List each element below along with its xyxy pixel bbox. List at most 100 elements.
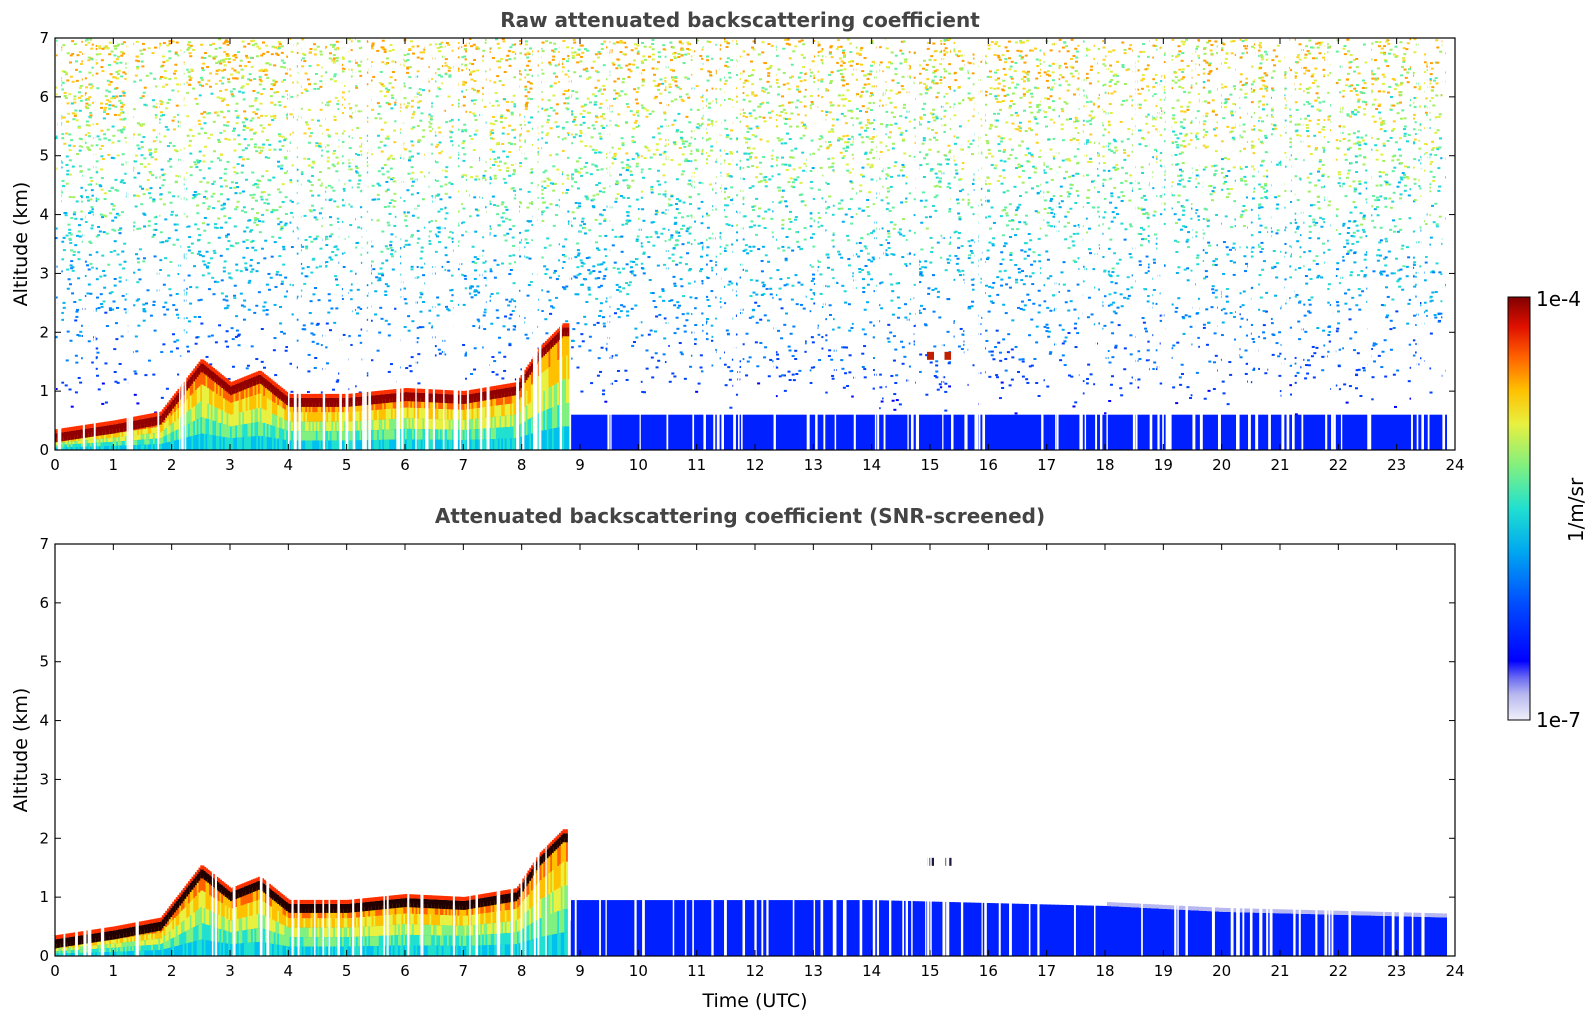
noise-speckle bbox=[1108, 85, 1112, 88]
noise-speckle bbox=[1019, 96, 1023, 99]
noise-speckle bbox=[503, 234, 507, 237]
noise-speckle bbox=[1045, 250, 1049, 253]
noise-speckle bbox=[174, 229, 178, 232]
noise-speckle bbox=[640, 267, 644, 270]
noise-speckle bbox=[913, 51, 917, 54]
noise-speckle bbox=[476, 69, 480, 72]
noise-speckle bbox=[755, 321, 759, 324]
backscatter-column bbox=[871, 414, 875, 450]
noise-speckle bbox=[235, 102, 239, 105]
noise-speckle bbox=[160, 168, 164, 171]
noise-speckle bbox=[1061, 110, 1065, 113]
noise-speckle bbox=[1326, 46, 1330, 49]
noise-speckle bbox=[61, 116, 65, 119]
noise-speckle bbox=[251, 171, 255, 174]
noise-speckle bbox=[1206, 225, 1210, 228]
noise-speckle bbox=[667, 91, 671, 94]
noise-speckle bbox=[394, 250, 398, 253]
noise-speckle bbox=[989, 125, 993, 128]
backscatter-column bbox=[623, 414, 627, 450]
noise-speckle bbox=[138, 123, 142, 126]
noise-speckle bbox=[1358, 147, 1362, 150]
noise-speckle bbox=[428, 125, 432, 128]
backscatter-column bbox=[1179, 414, 1183, 450]
noise-speckle bbox=[1289, 276, 1293, 279]
noise-speckle bbox=[578, 202, 582, 205]
noise-speckle bbox=[1317, 200, 1321, 203]
noise-speckle bbox=[1399, 176, 1403, 179]
noise-speckle bbox=[1224, 61, 1228, 64]
noise-speckle bbox=[769, 287, 773, 290]
noise-speckle bbox=[142, 257, 146, 260]
noise-speckle bbox=[832, 328, 836, 331]
noise-speckle bbox=[558, 80, 562, 83]
noise-speckle bbox=[548, 299, 552, 302]
noise-speckle bbox=[245, 367, 249, 370]
noise-speckle bbox=[802, 124, 806, 127]
noise-speckle bbox=[748, 316, 752, 319]
noise-speckle bbox=[511, 43, 515, 46]
noise-speckle bbox=[1327, 118, 1331, 121]
noise-speckle bbox=[1089, 161, 1093, 164]
noise-speckle bbox=[571, 339, 575, 342]
backscatter-column bbox=[1223, 414, 1227, 450]
backscatter-column bbox=[1263, 414, 1267, 450]
noise-speckle bbox=[1007, 40, 1011, 43]
noise-speckle bbox=[662, 353, 666, 356]
noise-speckle bbox=[502, 126, 506, 129]
noise-speckle bbox=[540, 125, 544, 128]
noise-speckle bbox=[779, 200, 783, 203]
noise-speckle bbox=[719, 300, 723, 303]
noise-speckle bbox=[987, 47, 991, 50]
noise-speckle bbox=[787, 370, 791, 373]
noise-speckle bbox=[699, 354, 703, 357]
backscatter-column bbox=[799, 414, 803, 450]
noise-speckle bbox=[512, 324, 516, 327]
noise-speckle bbox=[836, 69, 840, 72]
noise-speckle bbox=[114, 322, 118, 325]
noise-speckle bbox=[81, 357, 85, 360]
noise-speckle bbox=[978, 198, 982, 201]
noise-speckle bbox=[967, 77, 971, 80]
noise-speckle bbox=[1032, 302, 1036, 305]
noise-speckle bbox=[1039, 149, 1043, 152]
noise-speckle bbox=[1098, 224, 1102, 227]
noise-speckle bbox=[411, 113, 415, 116]
noise-speckle bbox=[1245, 82, 1249, 85]
noise-speckle bbox=[1336, 327, 1340, 330]
noise-speckle bbox=[932, 82, 936, 85]
noise-speckle bbox=[812, 74, 816, 77]
noise-speckle bbox=[252, 39, 256, 42]
noise-speckle bbox=[948, 254, 952, 257]
noise-speckle bbox=[968, 254, 972, 257]
noise-speckle bbox=[108, 107, 112, 110]
noise-speckle bbox=[872, 387, 876, 390]
noise-speckle bbox=[706, 318, 710, 321]
noise-speckle bbox=[903, 355, 907, 358]
noise-speckle bbox=[113, 371, 117, 374]
noise-speckle bbox=[278, 255, 282, 258]
noise-speckle bbox=[1308, 237, 1312, 240]
noise-speckle bbox=[1126, 154, 1130, 157]
noise-speckle bbox=[848, 171, 852, 174]
noise-speckle bbox=[808, 264, 812, 267]
noise-speckle bbox=[1197, 54, 1201, 57]
noise-speckle bbox=[227, 110, 231, 113]
noise-speckle bbox=[1222, 272, 1226, 275]
noise-speckle bbox=[886, 190, 890, 193]
noise-speckle bbox=[1326, 91, 1330, 94]
noise-speckle bbox=[220, 69, 224, 72]
noise-speckle bbox=[632, 113, 636, 116]
noise-speckle bbox=[589, 145, 593, 148]
noise-speckle bbox=[1060, 123, 1064, 126]
noise-speckle bbox=[1264, 85, 1268, 88]
noise-speckle bbox=[707, 106, 711, 109]
noise-speckle bbox=[336, 205, 340, 208]
noise-speckle bbox=[1073, 120, 1077, 123]
noise-speckle bbox=[259, 124, 263, 127]
noise-speckle bbox=[636, 154, 640, 157]
noise-speckle bbox=[389, 363, 393, 366]
noise-speckle bbox=[1111, 211, 1115, 214]
noise-speckle bbox=[1123, 238, 1127, 241]
noise-speckle bbox=[1355, 170, 1359, 173]
